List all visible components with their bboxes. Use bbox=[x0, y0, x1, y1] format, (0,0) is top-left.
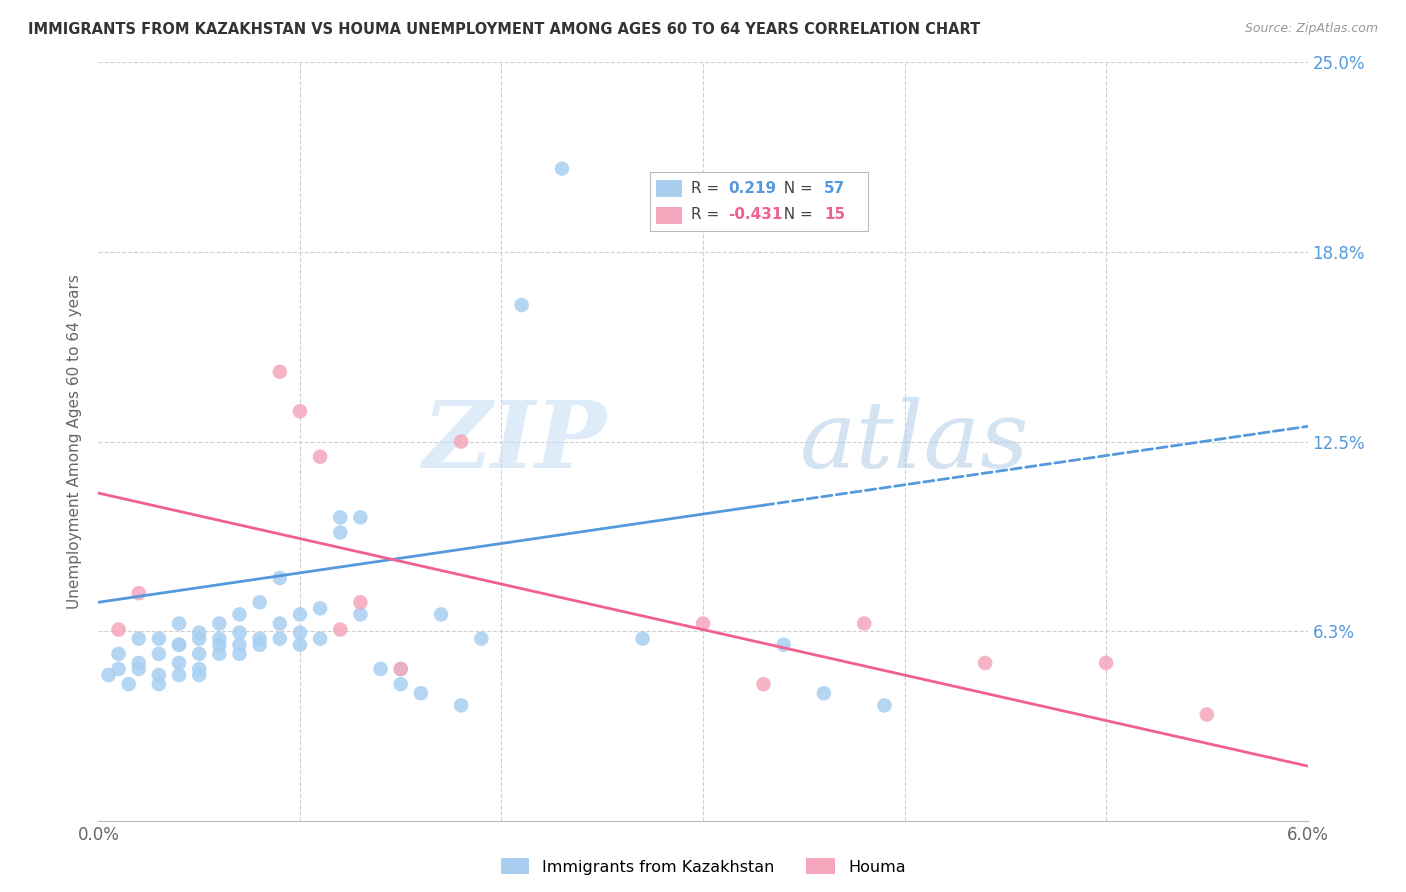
Point bbox=[188, 625, 211, 640]
Point bbox=[309, 450, 332, 464]
Point bbox=[208, 638, 231, 652]
Point bbox=[249, 595, 271, 609]
Point bbox=[167, 616, 190, 631]
Point bbox=[389, 677, 412, 691]
Text: N =: N = bbox=[773, 180, 818, 195]
Point bbox=[551, 161, 574, 176]
Text: 0.219: 0.219 bbox=[728, 180, 776, 195]
Point bbox=[228, 647, 250, 661]
Legend: Immigrants from Kazakhstan, Houma: Immigrants from Kazakhstan, Houma bbox=[494, 852, 912, 881]
Text: atlas: atlas bbox=[800, 397, 1029, 486]
Point bbox=[249, 638, 271, 652]
Point bbox=[148, 668, 170, 682]
Point bbox=[188, 647, 211, 661]
Point bbox=[329, 623, 352, 637]
Point bbox=[631, 632, 654, 646]
Point bbox=[430, 607, 453, 622]
Text: Source: ZipAtlas.com: Source: ZipAtlas.com bbox=[1244, 22, 1378, 36]
Point bbox=[329, 525, 352, 540]
Point bbox=[853, 616, 876, 631]
Text: R =: R = bbox=[692, 180, 724, 195]
Point bbox=[349, 595, 371, 609]
Text: N =: N = bbox=[773, 208, 818, 222]
Point bbox=[1195, 707, 1218, 722]
Point bbox=[128, 586, 150, 600]
Point bbox=[510, 298, 533, 312]
Text: R =: R = bbox=[692, 208, 724, 222]
Point bbox=[1095, 656, 1118, 670]
Point bbox=[349, 510, 371, 524]
Point bbox=[269, 365, 291, 379]
Text: ZIP: ZIP bbox=[422, 397, 606, 486]
Point bbox=[208, 647, 231, 661]
Point bbox=[752, 677, 775, 691]
Point bbox=[329, 510, 352, 524]
Point bbox=[309, 632, 332, 646]
Point bbox=[107, 647, 129, 661]
Point bbox=[208, 632, 231, 646]
Point bbox=[450, 434, 472, 449]
Point bbox=[813, 686, 835, 700]
Point bbox=[370, 662, 392, 676]
Point bbox=[208, 616, 231, 631]
Text: 15: 15 bbox=[824, 208, 845, 222]
Y-axis label: Unemployment Among Ages 60 to 64 years: Unemployment Among Ages 60 to 64 years bbox=[67, 274, 83, 609]
Point bbox=[228, 625, 250, 640]
Point bbox=[389, 662, 412, 676]
Point bbox=[974, 656, 997, 670]
Point bbox=[167, 638, 190, 652]
Point bbox=[148, 632, 170, 646]
Point bbox=[692, 616, 714, 631]
Point bbox=[470, 632, 492, 646]
Point bbox=[148, 647, 170, 661]
Text: 57: 57 bbox=[824, 180, 845, 195]
Point bbox=[228, 607, 250, 622]
Point bbox=[228, 638, 250, 652]
Point bbox=[118, 677, 141, 691]
Point bbox=[288, 404, 311, 418]
Point bbox=[349, 607, 371, 622]
Point bbox=[128, 632, 150, 646]
Point bbox=[450, 698, 472, 713]
Point bbox=[409, 686, 432, 700]
Point bbox=[107, 623, 129, 637]
Point bbox=[188, 632, 211, 646]
Point bbox=[188, 662, 211, 676]
Point bbox=[389, 662, 412, 676]
Point bbox=[107, 662, 129, 676]
Point bbox=[772, 638, 794, 652]
Point bbox=[288, 607, 311, 622]
Point bbox=[128, 662, 150, 676]
Point bbox=[128, 656, 150, 670]
Bar bbox=[657, 180, 682, 197]
Point bbox=[269, 632, 291, 646]
Bar bbox=[657, 207, 682, 224]
Point bbox=[167, 668, 190, 682]
Text: IMMIGRANTS FROM KAZAKHSTAN VS HOUMA UNEMPLOYMENT AMONG AGES 60 TO 64 YEARS CORRE: IMMIGRANTS FROM KAZAKHSTAN VS HOUMA UNEM… bbox=[28, 22, 980, 37]
Point bbox=[188, 668, 211, 682]
Point bbox=[167, 656, 190, 670]
Point bbox=[167, 638, 190, 652]
Text: -0.431: -0.431 bbox=[728, 208, 783, 222]
Point bbox=[309, 601, 332, 615]
Point bbox=[97, 668, 120, 682]
Point bbox=[288, 638, 311, 652]
Point bbox=[269, 571, 291, 585]
Point bbox=[269, 616, 291, 631]
Point bbox=[249, 632, 271, 646]
Point bbox=[288, 625, 311, 640]
Point bbox=[148, 677, 170, 691]
Point bbox=[873, 698, 896, 713]
